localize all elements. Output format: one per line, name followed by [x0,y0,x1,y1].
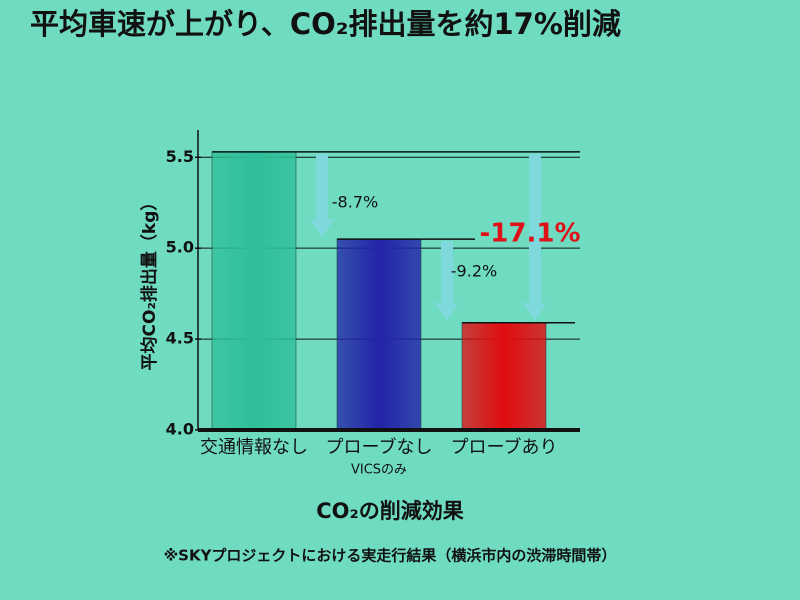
y-tick-label: 4.0 [166,420,194,439]
annotation: -17.1% [480,219,581,249]
y-tick-label: 4.5 [166,329,194,348]
arrow [435,241,459,321]
arrow [523,153,547,321]
bar [211,151,297,431]
bar [461,322,547,431]
annotation: -8.7% [332,193,378,212]
x-tick-label: 交通情報なし [200,437,308,458]
y-axis-label: 平均CO₂排出量（kg） [139,194,160,371]
bar [336,238,422,431]
x-axis-label: CO₂の削減効果 [316,499,463,523]
x-tick-label: プローブなし [326,436,433,458]
annotation: -9.2% [451,262,497,281]
arrow [310,153,334,238]
y-tick-label: 5.0 [166,238,194,257]
x-tick-label: プローブあり [451,436,558,458]
x-sublabel: VICSのみ [351,463,407,478]
y-tick-label: 5.5 [166,147,194,166]
chart-title: 平均車速が上がり、CO₂排出量を約17%削減 [30,7,621,41]
footnote: ※SKYプロジェクトにおける実走行結果（横浜市内の渋滞時間帯） [164,547,617,565]
